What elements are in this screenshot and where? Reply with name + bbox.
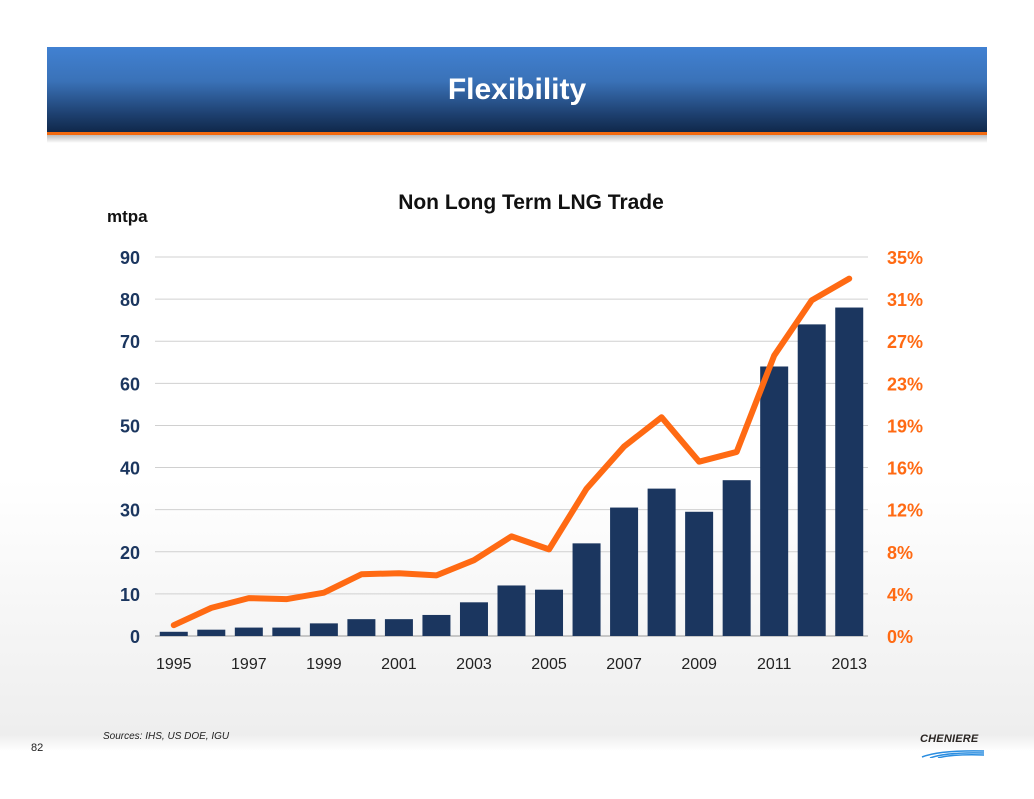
x-tick-label: 1999 — [306, 656, 342, 673]
bar-2007 — [610, 507, 639, 636]
y-axis-label: mtpa — [107, 207, 148, 226]
x-tick-label: 2011 — [757, 656, 792, 673]
line-point-2002 — [434, 573, 439, 578]
bar-2006 — [572, 543, 601, 636]
line-point-2006 — [584, 486, 589, 491]
x-tick-label: 2009 — [681, 656, 717, 673]
y-tick-label: 30 — [120, 501, 140, 521]
y-tick-label: 0 — [130, 627, 140, 647]
line-point-2013 — [847, 276, 852, 281]
footer-band — [0, 752, 1034, 799]
line-point-1997 — [246, 596, 251, 601]
y-tick-label: 40 — [120, 459, 140, 479]
line-point-2008 — [659, 415, 664, 420]
sources-note: Sources: IHS, US DOE, IGU — [103, 731, 230, 742]
line-point-2000 — [359, 572, 364, 577]
y2-tick-label: 16% — [887, 459, 923, 479]
slide-header: Flexibility — [47, 47, 987, 132]
line-point-1996 — [209, 605, 214, 610]
bar-2002 — [422, 614, 451, 636]
x-tick-label: 1995 — [156, 656, 192, 673]
bar-2011 — [760, 366, 789, 636]
header-divider — [47, 132, 987, 135]
bar-1999 — [309, 623, 338, 636]
y-tick-label: 90 — [120, 248, 140, 268]
chart-title: Non Long Term LNG Trade — [398, 191, 664, 214]
y2-tick-label: 35% — [887, 248, 923, 268]
line-point-2004 — [509, 534, 514, 539]
line-point-2005 — [547, 547, 552, 552]
logo-waves-icon — [921, 750, 985, 759]
y2-tick-label: 27% — [887, 332, 923, 352]
y-tick-label: 50 — [120, 416, 140, 436]
bar-2010 — [722, 480, 751, 636]
bar-2005 — [535, 589, 564, 636]
x-tick-label: 2005 — [531, 656, 567, 673]
bar-1997 — [234, 627, 263, 636]
logo-text: CHENIERE — [920, 733, 979, 745]
slide-title: Flexibility — [447, 73, 587, 106]
line-point-2009 — [697, 459, 702, 464]
y-tick-label: 10 — [120, 585, 140, 605]
line-point-1999 — [321, 590, 326, 595]
y-tick-label: 20 — [120, 543, 140, 563]
line-point-2010 — [734, 449, 739, 454]
bar-2013 — [835, 307, 864, 636]
x-tick-label: 2003 — [456, 656, 492, 673]
header-shadow — [47, 135, 987, 143]
bar-1996 — [197, 629, 226, 636]
y-tick-label: 60 — [120, 374, 140, 394]
line-point-1995 — [171, 623, 176, 628]
bar-1995 — [159, 631, 188, 636]
line-point-2007 — [622, 444, 627, 449]
bar-2012 — [797, 324, 826, 636]
line-point-2001 — [396, 571, 401, 576]
line-point-1998 — [284, 597, 289, 602]
y2-tick-label: 4% — [887, 585, 913, 605]
bar-2001 — [384, 619, 413, 636]
y2-tick-label: 12% — [887, 501, 923, 521]
page-number: 82 — [31, 742, 44, 754]
cheniere-logo: CHENIERE — [920, 733, 986, 759]
y-tick-label: 80 — [120, 290, 140, 310]
bar-2003 — [459, 602, 488, 636]
line-point-2012 — [809, 298, 814, 303]
bar-1998 — [272, 627, 301, 636]
y-tick-label: 70 — [120, 332, 140, 352]
line-point-2011 — [772, 353, 777, 358]
bar-2004 — [497, 585, 526, 636]
y2-tick-label: 0% — [887, 627, 913, 647]
x-tick-label: 2001 — [381, 656, 417, 673]
bar-2000 — [347, 619, 376, 636]
bar-2008 — [647, 488, 676, 636]
bar-2009 — [685, 511, 714, 636]
y2-tick-label: 23% — [887, 374, 923, 394]
y2-tick-label: 31% — [887, 290, 923, 310]
x-tick-label: 1997 — [231, 656, 267, 673]
line-point-2003 — [471, 558, 476, 563]
y2-tick-label: 19% — [887, 416, 923, 436]
x-tick-label: 2007 — [606, 656, 642, 673]
x-tick-label: 2013 — [831, 656, 867, 673]
y2-tick-label: 8% — [887, 543, 913, 563]
